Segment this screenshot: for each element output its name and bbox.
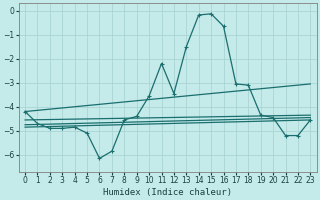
X-axis label: Humidex (Indice chaleur): Humidex (Indice chaleur) (103, 188, 232, 197)
